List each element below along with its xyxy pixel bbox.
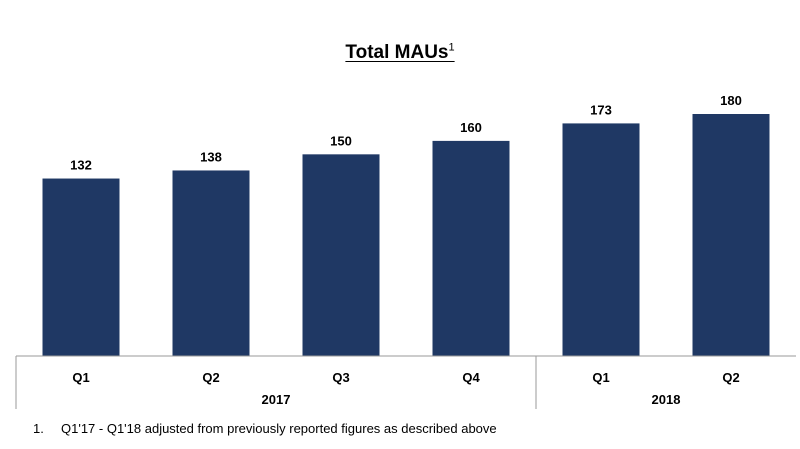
chart-title-footnote-marker: 1 <box>448 42 455 54</box>
x-tick-label: Q1 <box>72 370 89 385</box>
x-tick-label: Q4 <box>462 370 480 385</box>
x-group-label: 2018 <box>652 392 681 407</box>
data-label: 132 <box>70 158 92 173</box>
data-label: 150 <box>330 133 352 148</box>
chart-title-text: Total MAUs <box>345 42 449 64</box>
x-tick-label: Q1 <box>592 370 609 385</box>
x-tick-label: Q2 <box>722 370 739 385</box>
data-label: 180 <box>720 93 742 108</box>
bar <box>172 170 250 356</box>
chart-title-wrap: Total MAUs1 <box>0 42 800 64</box>
bar <box>432 140 510 356</box>
data-label: 138 <box>200 149 222 164</box>
x-tick-label: Q2 <box>202 370 219 385</box>
bar <box>42 178 120 356</box>
bar <box>562 123 640 357</box>
data-label: 160 <box>460 120 482 135</box>
chart-title: Total MAUs1 <box>345 42 454 63</box>
footnote-text: Q1'17 - Q1'18 adjusted from previously r… <box>61 421 497 436</box>
footnote-number: 1. <box>33 421 44 436</box>
footnote: 1. Q1'17 - Q1'18 adjusted from previously… <box>33 421 497 436</box>
x-tick-label: Q3 <box>332 370 349 385</box>
data-label: 173 <box>590 102 612 117</box>
bar <box>302 154 380 356</box>
x-group-label: 2017 <box>262 392 291 407</box>
bar <box>692 114 770 356</box>
